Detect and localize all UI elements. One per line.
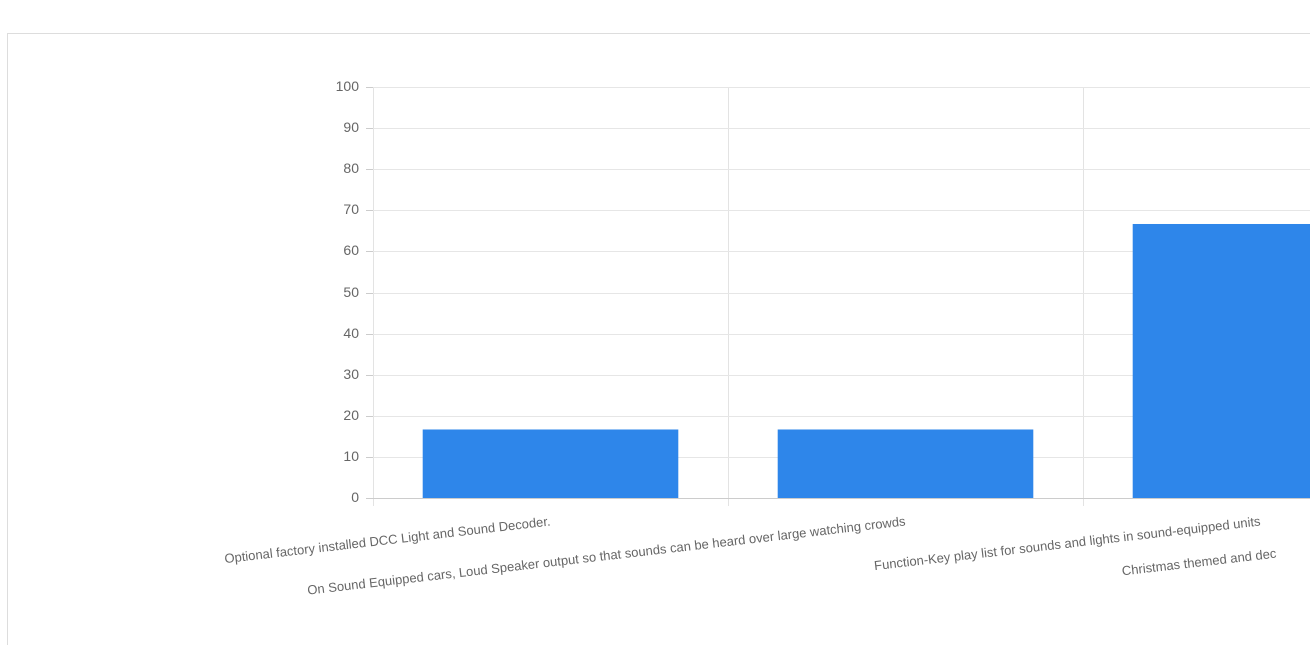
y-tick-label: 100 xyxy=(336,78,360,94)
y-tick-label: 70 xyxy=(343,201,359,217)
y-tick-label: 10 xyxy=(343,448,359,464)
bar xyxy=(422,429,679,498)
y-tick-label: 40 xyxy=(343,325,359,341)
y-tick-label: 80 xyxy=(343,160,359,176)
y-tick-label: 0 xyxy=(351,489,359,505)
card xyxy=(7,33,1310,645)
bar xyxy=(777,429,1034,498)
y-tick-label: 60 xyxy=(343,242,359,258)
bar xyxy=(1132,223,1310,498)
y-tick-label: 50 xyxy=(343,284,359,300)
y-tick-label: 30 xyxy=(343,366,359,382)
y-tick-label: 90 xyxy=(343,119,359,135)
y-tick-label: 20 xyxy=(343,407,359,423)
